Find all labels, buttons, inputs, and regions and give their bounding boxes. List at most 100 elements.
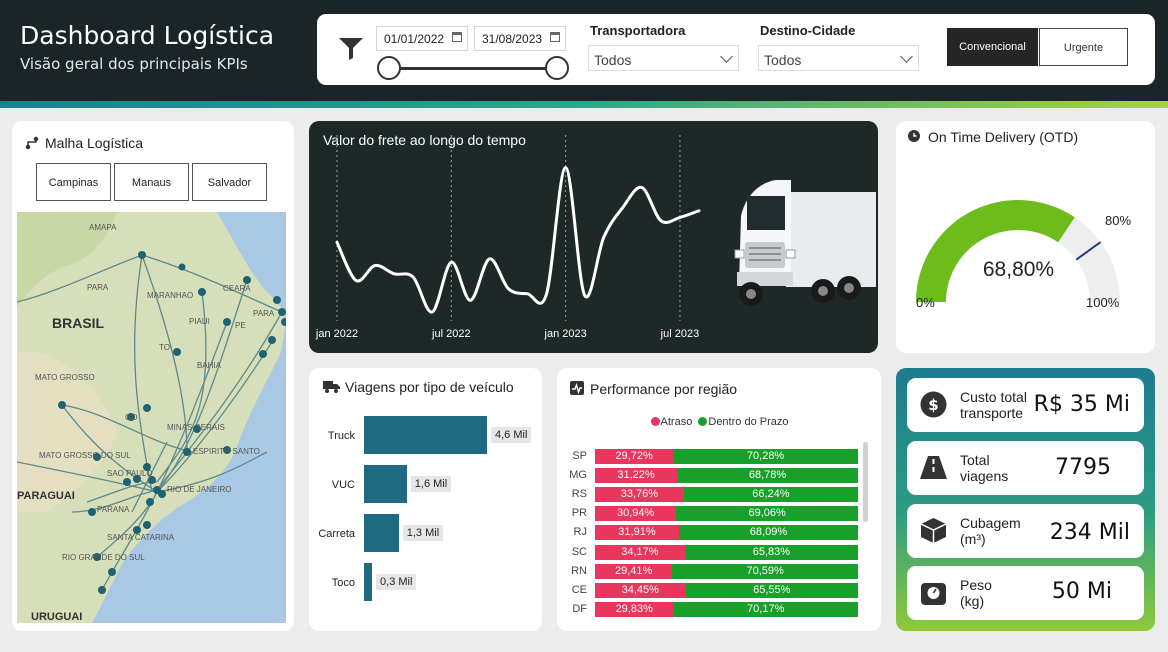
city-button-campinas[interactable]: Campinas	[36, 163, 111, 201]
slider-start-handle[interactable]	[377, 56, 401, 80]
region-scrollbar[interactable]	[863, 442, 868, 522]
vehicles-card: Viagens por tipo de veículo Truck 4,6 Mil…	[309, 368, 542, 631]
region-segment-dentro-prazo[interactable]: 69,06%	[676, 506, 858, 522]
filter-bar: 01/01/2022 31/08/2023 Transportadora Tod…	[317, 14, 1155, 85]
kpi-trips-label-line1: Total	[960, 452, 990, 468]
region-segment-atraso[interactable]: 30,94%	[595, 506, 677, 522]
region-card: Performance por região Atraso Dentro do …	[557, 368, 881, 631]
calendar-icon[interactable]	[550, 32, 560, 42]
chevron-down-icon	[720, 50, 733, 63]
calendar-icon[interactable]	[452, 32, 462, 42]
otd-min-label: 0%	[916, 295, 935, 310]
kpi-volume-label-line1: Cubagem	[960, 515, 1021, 531]
kpi-weight-value: 50 Mi	[1051, 579, 1112, 604]
region-code: RJ	[573, 526, 587, 539]
region-code: SC	[571, 545, 587, 558]
toggle-urgente[interactable]: Urgente	[1039, 28, 1128, 66]
region-row[interactable]: SP 29,72% 70,28%	[557, 449, 877, 464]
vehicle-category-label: Truck	[327, 430, 355, 442]
freight-x-tick: jul 2023	[660, 328, 700, 340]
header-accent-stripe	[0, 101, 1168, 108]
carrier-select-value: Todos	[594, 52, 632, 68]
region-segment-atraso[interactable]: 33,76%	[595, 487, 684, 503]
region-segment-atraso[interactable]: 31,91%	[595, 525, 679, 541]
vehicle-bar[interactable]	[364, 416, 487, 454]
pulse-icon	[570, 381, 584, 395]
region-code: DF	[572, 602, 587, 615]
region-row[interactable]: RS 33,76% 66,24%	[557, 487, 877, 503]
city-select[interactable]: Todos	[758, 45, 919, 71]
region-segment-dentro-prazo[interactable]: 68,09%	[678, 525, 858, 541]
map-label-sc: SANTA CATARINA	[107, 533, 175, 542]
region-segment-dentro-prazo[interactable]: 65,55%	[685, 582, 858, 598]
region-segment-dentro-prazo[interactable]: 68,78%	[677, 468, 858, 484]
page-subtitle: Visão geral dos principais KPIs	[20, 55, 248, 73]
kpi-trips-label: Total viagens	[960, 452, 1008, 484]
carrier-select[interactable]: Todos	[588, 45, 739, 71]
region-segment-atraso[interactable]: 34,45%	[595, 582, 686, 598]
map-label-brasil: BRASIL	[52, 315, 105, 331]
date-start-input[interactable]: 01/01/2022	[376, 26, 468, 51]
region-row[interactable]: RJ 31,91% 68,09%	[557, 525, 877, 541]
vehicle-category-label: Toco	[331, 577, 355, 589]
region-code: MG	[569, 469, 587, 482]
malha-card: Malha Logística Campinas Manaus Salvador	[12, 121, 294, 631]
region-segment-dentro-prazo[interactable]: 66,24%	[683, 487, 858, 503]
region-segment-atraso[interactable]: 29,41%	[595, 563, 673, 579]
region-row[interactable]: RN 29,41% 70,59%	[557, 563, 877, 579]
map-label-minas: MINAS GERAIS	[167, 423, 225, 432]
region-segment-dentro-prazo[interactable]: 70,28%	[673, 449, 858, 464]
region-row[interactable]: PR 30,94% 69,06%	[557, 506, 877, 522]
map-land	[17, 212, 286, 623]
city-button-salvador[interactable]: Salvador	[192, 163, 267, 201]
road-icon	[920, 456, 947, 479]
freight-series-line	[335, 166, 701, 314]
map-city-markers	[58, 251, 286, 594]
toggle-convencional[interactable]: Convencional	[947, 28, 1038, 66]
kpi-weight-label-line1: Peso	[960, 577, 992, 593]
kpi-volume-label: Cubagem (m³)	[960, 515, 1021, 547]
slider-end-handle[interactable]	[545, 56, 569, 80]
legend-dentro-prazo: Dentro do Prazo	[708, 416, 789, 428]
otd-max-label: 100%	[1086, 295, 1120, 310]
date-range-slider[interactable]	[389, 67, 557, 70]
region-row[interactable]: CE 34,45% 65,55%	[557, 582, 877, 598]
logistics-map[interactable]: AMAPA PARA MARANHAO CEARA PIAUI PE PARA …	[17, 212, 286, 623]
kpi-trips-label-line2: viagens	[960, 468, 1009, 484]
filter-icon	[339, 38, 363, 60]
freight-chart-card: Valor do frete ao longo do tempo jan 202…	[309, 121, 878, 353]
vehicle-bar-value: 1,6 Mil	[410, 476, 452, 492]
vehicles-title: Viagens por tipo de veículo	[345, 379, 514, 395]
map-label-pr: PARANA	[97, 505, 130, 514]
region-segment-dentro-prazo[interactable]: 70,59%	[672, 563, 858, 579]
vehicle-bar[interactable]	[364, 514, 399, 552]
map-forest	[17, 212, 117, 307]
freight-line-chart[interactable]: jan 2022 jul 2022 jan 2023 jul 2023	[309, 121, 878, 353]
vehicle-bar-value: 4,6 Mil	[491, 427, 532, 443]
map-plateau	[17, 352, 117, 512]
legend-dot-dentro-prazo	[698, 417, 708, 426]
date-end-input[interactable]: 31/08/2023	[474, 26, 566, 51]
vehicle-bar[interactable]	[364, 563, 373, 601]
otd-gauge[interactable]	[896, 121, 1155, 353]
city-button-manaus[interactable]: Manaus	[114, 163, 189, 201]
region-row[interactable]: SC 34,17% 65,83%	[557, 544, 877, 560]
kpi-card-weight: Peso (kg) 50 Mi	[907, 566, 1144, 620]
city-select-value: Todos	[764, 52, 802, 68]
city-label: Destino-Cidade	[760, 23, 856, 38]
vehicle-category-label: VUC	[331, 479, 355, 491]
region-row[interactable]: DF 29,83% 70,17%	[557, 601, 877, 617]
map-label-bahia: BAHIA	[197, 361, 222, 370]
region-segment-atraso[interactable]: 29,83%	[595, 601, 674, 617]
kpi-cost-label-line2: transporte	[960, 405, 1024, 421]
region-segment-atraso[interactable]: 29,72%	[595, 449, 674, 464]
map-label-goias: GO	[125, 413, 137, 422]
region-segment-dentro-prazo[interactable]: 70,17%	[673, 601, 858, 617]
region-segment-atraso[interactable]: 34,17%	[595, 544, 685, 560]
legend-atraso: Atraso	[660, 416, 693, 428]
vehicle-bar[interactable]	[364, 465, 407, 503]
region-row[interactable]: MG 31,22% 68,78%	[557, 468, 877, 484]
region-segment-dentro-prazo[interactable]: 65,83%	[684, 544, 858, 560]
truck-icon	[323, 381, 340, 393]
region-segment-atraso[interactable]: 31,22%	[595, 468, 678, 484]
